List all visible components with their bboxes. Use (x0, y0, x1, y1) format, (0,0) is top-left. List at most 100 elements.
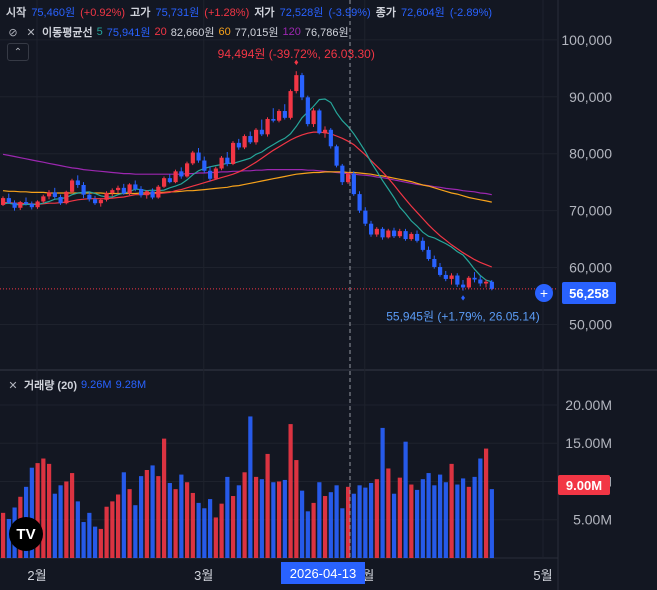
close-icon[interactable]: ✕ (26, 26, 36, 39)
volume-bar (162, 438, 167, 558)
ma-legend: ⊘ ✕ 이동평균선 5 75,941원 20 82,660원 60 77,015… (6, 24, 348, 40)
price-tick-label: 70,000 (569, 203, 612, 219)
candle-body (369, 223, 374, 235)
candle-body (139, 188, 144, 196)
volume-bar (317, 482, 322, 558)
volume-bar (75, 501, 80, 558)
tradingview-logo[interactable]: TV (9, 517, 43, 551)
volume-bar (443, 482, 448, 558)
volume-bar (64, 481, 69, 558)
candle-body (282, 111, 287, 118)
candle-body (225, 157, 230, 164)
volume-bar (202, 508, 207, 558)
candle-body (392, 230, 397, 237)
close-icon[interactable]: ✕ (8, 379, 18, 392)
volume-bar (167, 483, 172, 558)
volume-bar (35, 463, 40, 558)
volume-bar (484, 448, 489, 558)
volume-bar (340, 508, 345, 558)
candle-body (242, 136, 247, 148)
candle-body (208, 170, 213, 179)
price-tick-label: 90,000 (569, 89, 612, 105)
volume-bar (144, 470, 149, 558)
candle-body (219, 157, 224, 169)
volume-bar (432, 485, 437, 558)
volume-bar (173, 489, 178, 558)
price-tick-label: 100,000 (561, 32, 612, 48)
volume-bar (426, 473, 431, 558)
candle-body (472, 277, 477, 280)
candle-body (75, 180, 80, 185)
volume-bar (351, 493, 356, 558)
candle-body (455, 275, 460, 285)
volume-bar (81, 522, 86, 558)
add-alert-button[interactable]: + (535, 284, 553, 302)
volume-tick-label: 20.00M (565, 397, 612, 413)
candle-body (397, 231, 402, 237)
close-change: (-2.89%) (449, 7, 493, 19)
candle-body (363, 210, 368, 224)
low-value: 72,528원 (279, 7, 324, 19)
volume-bar (277, 481, 282, 558)
candle-body (311, 110, 316, 125)
high-annotation: 94,494원 (-39.72%, 26.03.30) (218, 47, 375, 61)
candle-body (121, 187, 126, 194)
candle-body (70, 180, 75, 192)
candle-body (380, 228, 385, 238)
eye-off-icon[interactable]: ⊘ (8, 26, 18, 39)
volume-bar (133, 505, 138, 558)
volume-bar (282, 479, 287, 558)
candle-body (403, 231, 408, 240)
volume-bar (231, 496, 236, 558)
candle-body (478, 279, 483, 284)
volume-bar (110, 501, 115, 558)
low-marker: ♦ (461, 293, 466, 303)
candle-body (162, 178, 167, 187)
low-label: 저가 (254, 7, 275, 19)
volume-bar (52, 493, 57, 558)
volume-bar (415, 489, 420, 558)
ma60-value: 77,015원 (234, 27, 279, 39)
volume-bar (213, 517, 218, 558)
volume-last-tag: 9.00M (558, 475, 610, 495)
time-tick-label: 2월 (27, 568, 46, 583)
collapse-legend-button[interactable]: ⌃ (7, 43, 29, 61)
time-tick-label: 5월 (533, 568, 552, 583)
candle-body (12, 202, 17, 208)
volume-bar (156, 476, 161, 558)
candle-body (484, 281, 489, 284)
candle-body (259, 129, 264, 135)
ma5-value: 75,941원 (106, 27, 151, 39)
candle-body (104, 192, 109, 200)
volume-bar (87, 512, 92, 558)
volume-value-1: 9.26M (80, 379, 112, 391)
candle-body (64, 191, 69, 204)
volume-bar (472, 476, 477, 558)
candle-body (466, 277, 471, 288)
candle-body (288, 91, 293, 118)
candle-body (35, 201, 40, 208)
candle-body (409, 233, 414, 240)
candle-body (41, 196, 46, 202)
volume-bar (259, 479, 264, 558)
volume-bar (489, 489, 494, 558)
volume-tick-label: 15.00M (565, 435, 612, 451)
ma-title: 이동평균선 (42, 27, 93, 39)
volume-bar (93, 526, 98, 558)
volume-bar (190, 492, 195, 558)
candle-body (167, 178, 172, 183)
open-value: 75,460원 (31, 7, 76, 19)
candle-body (420, 240, 425, 250)
volume-bar (369, 483, 374, 558)
candle-body (317, 110, 322, 134)
candle-body (346, 173, 351, 183)
ma5-period: 5 (96, 26, 103, 38)
candle-body (98, 199, 103, 204)
candle-body (47, 192, 52, 197)
candle-body (173, 171, 178, 183)
ma120-period: 120 (282, 26, 301, 38)
high-marker: ♦ (294, 57, 299, 67)
open-label: 시작 (6, 7, 27, 19)
volume-bar (98, 528, 103, 558)
